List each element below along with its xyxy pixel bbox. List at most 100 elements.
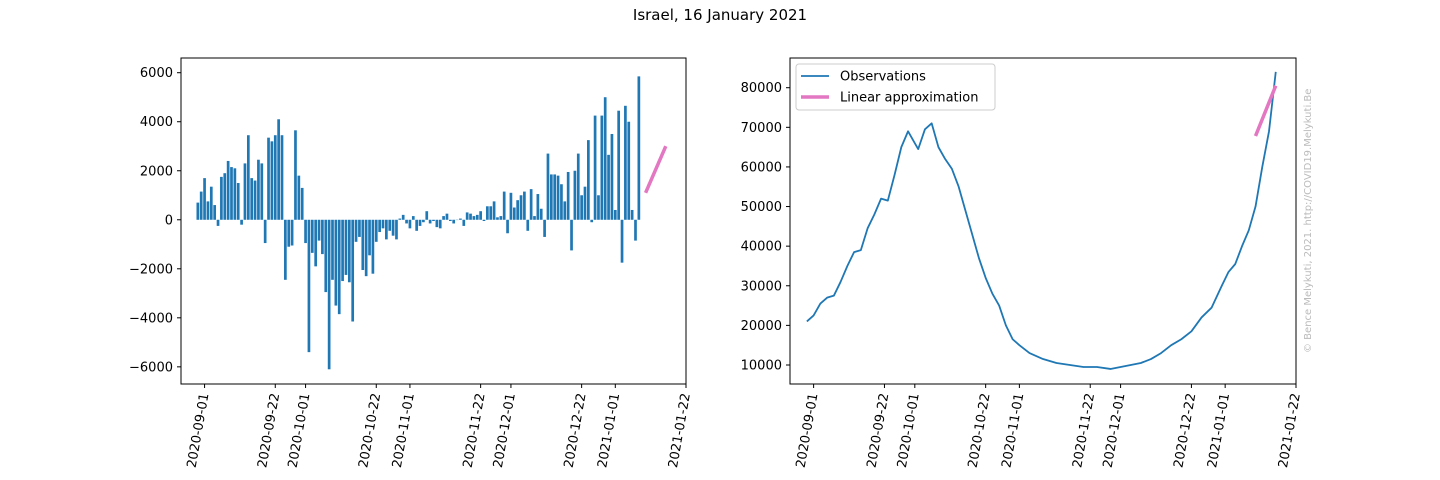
- x-tick-label: 2020-09-01: [185, 392, 213, 469]
- bar: [334, 219, 338, 306]
- copyright-watermark: © Bence Melykuti, 2021. http://COVID19.M…: [1303, 89, 1314, 353]
- x-tick-label: 2020-12-22: [1171, 392, 1199, 469]
- bar: [310, 219, 314, 253]
- bar: [341, 219, 344, 282]
- bar: [587, 140, 590, 220]
- bar: [566, 171, 570, 220]
- legend-label: Linear approximation: [840, 91, 978, 106]
- bar: [337, 219, 341, 315]
- bar: [472, 216, 476, 220]
- bar: [364, 219, 368, 277]
- bar: [459, 218, 462, 220]
- bar: [624, 105, 627, 220]
- y-tick-label: 0: [165, 213, 173, 228]
- bar: [445, 213, 449, 220]
- bar: [314, 219, 318, 267]
- bar: [627, 121, 631, 220]
- bar: [560, 184, 563, 220]
- y-tick-label: 50000: [741, 200, 782, 215]
- y-tick-label: −4000: [129, 311, 173, 326]
- bar: [607, 154, 610, 220]
- bar: [196, 202, 200, 220]
- bar: [533, 216, 536, 220]
- bar: [418, 219, 422, 226]
- y-tick-label: 2000: [140, 164, 173, 179]
- bar: [270, 141, 274, 220]
- approximation-line: [643, 145, 668, 194]
- bar: [613, 209, 617, 220]
- bar: [260, 163, 264, 220]
- y-tick-label: 6000: [140, 66, 173, 81]
- figure-title: Israel, 16 January 2021: [632, 6, 808, 24]
- bar: [220, 176, 223, 220]
- bar: [637, 76, 641, 220]
- bar: [580, 195, 583, 220]
- x-tick-label: 2020-12-01: [1101, 392, 1129, 469]
- bar: [203, 178, 206, 220]
- bar: [509, 192, 513, 220]
- bar: [226, 160, 230, 220]
- bar: [324, 219, 328, 293]
- bar: [573, 170, 577, 220]
- bar: [620, 219, 624, 263]
- y-tick-label: 10000: [741, 358, 782, 373]
- bar: [347, 219, 351, 283]
- bar: [277, 119, 280, 220]
- y-tick-label: −6000: [129, 360, 173, 375]
- bar: [253, 180, 257, 220]
- x-tick-label: 2020-09-22: [255, 392, 283, 469]
- bar: [536, 194, 540, 220]
- bar: [597, 195, 600, 220]
- bar: [519, 195, 523, 220]
- bar: [307, 219, 311, 353]
- bar: [489, 206, 493, 220]
- bar: [361, 219, 365, 271]
- bar: [297, 175, 301, 220]
- linear-approximation-line: [1253, 85, 1278, 137]
- bar: [374, 219, 378, 242]
- x-tick-label: 2020-11-22: [461, 392, 489, 469]
- bar: [576, 153, 580, 220]
- bar: [243, 163, 247, 220]
- bar: [516, 200, 520, 220]
- bar: [435, 219, 439, 228]
- bar: [317, 219, 321, 241]
- bar: [395, 219, 398, 240]
- bar: [630, 209, 634, 220]
- bar: [432, 219, 435, 221]
- bar: [250, 178, 254, 220]
- bar: [415, 219, 419, 231]
- bar: [398, 218, 402, 220]
- bar: [290, 219, 294, 246]
- bar: [617, 110, 621, 220]
- bar: [216, 219, 220, 226]
- bar: [408, 219, 412, 229]
- bar: [523, 191, 526, 220]
- y-tick-label: 4000: [140, 115, 173, 130]
- bar: [610, 133, 614, 220]
- bar: [213, 205, 217, 220]
- bar: [479, 211, 482, 220]
- bar: [448, 219, 452, 221]
- bar: [442, 216, 445, 220]
- bar: [496, 217, 499, 220]
- x-tick-label: 2020-11-01: [390, 392, 418, 469]
- x-tick-label: 2020-11-01: [999, 392, 1027, 469]
- bar: [368, 219, 371, 256]
- bar: [506, 219, 509, 234]
- bar: [263, 219, 267, 244]
- bar: [422, 219, 425, 223]
- legend: Observations Linear approximation: [795, 63, 996, 111]
- bar: [603, 97, 607, 220]
- bar: [512, 207, 516, 220]
- bar: [469, 213, 472, 220]
- bar: [327, 219, 331, 370]
- bar: [351, 219, 355, 322]
- bar: [563, 201, 567, 220]
- bar: [300, 187, 304, 220]
- bar: [499, 216, 503, 220]
- x-tick-label: 2020-09-22: [864, 392, 892, 469]
- x-tick-label: 2020-12-01: [491, 392, 519, 469]
- axes-frame: [180, 57, 687, 385]
- bar: [206, 201, 210, 220]
